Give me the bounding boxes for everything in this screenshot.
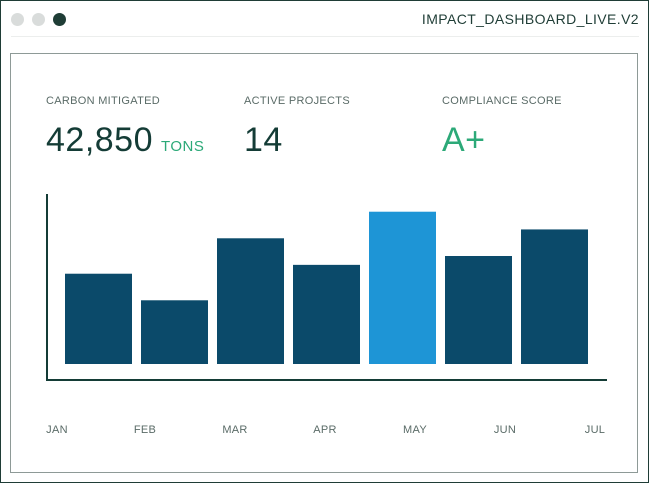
bar-feb (141, 300, 208, 364)
maximize-window-button[interactable] (53, 13, 66, 26)
minimize-window-button[interactable] (32, 13, 45, 26)
bar-jul (521, 229, 588, 364)
x-tick-label: MAR (222, 424, 247, 436)
title-divider (11, 36, 639, 37)
bar-apr (293, 264, 360, 364)
x-tick-label: FEB (134, 424, 156, 436)
window-title: IMPACT_DASHBOARD_LIVE.V2 (421, 11, 639, 27)
metric-carbon-mitigated: CARBON MITIGATED 42,850 TONS (46, 95, 204, 160)
metric-label: ACTIVE PROJECTS (244, 95, 350, 107)
bar-may (369, 211, 436, 364)
x-tick-label: JUL (585, 424, 605, 436)
x-tick-label: JUN (494, 424, 516, 436)
metric-label: COMPLIANCE SCORE (442, 95, 562, 107)
metric-unit: TONS (161, 138, 205, 155)
x-tick-label: APR (313, 424, 337, 436)
metric-label: CARBON MITIGATED (46, 95, 160, 107)
dashboard-panel: CARBON MITIGATED 42,850 TONS ACTIVE PROJE… (10, 53, 638, 473)
bar-jan (65, 273, 132, 364)
x-tick-label: MAY (403, 424, 427, 436)
monthly-bar-chart: JAN FEB MAR APR MAY JUN JUL (46, 194, 607, 436)
close-window-button[interactable] (11, 13, 24, 26)
bar-jun (445, 256, 512, 364)
metric-value: A+ (442, 121, 486, 159)
metric-active-projects: ACTIVE PROJECTS 14 (244, 95, 350, 160)
bar-mar (217, 238, 284, 364)
metric-value: 14 (244, 121, 283, 159)
x-tick-label: JAN (46, 424, 68, 436)
metric-value: 42,850 (46, 121, 153, 159)
metric-compliance-score: COMPLIANCE SCORE A+ (442, 95, 562, 160)
title-bar: IMPACT_DASHBOARD_LIVE.V2 (1, 1, 648, 37)
